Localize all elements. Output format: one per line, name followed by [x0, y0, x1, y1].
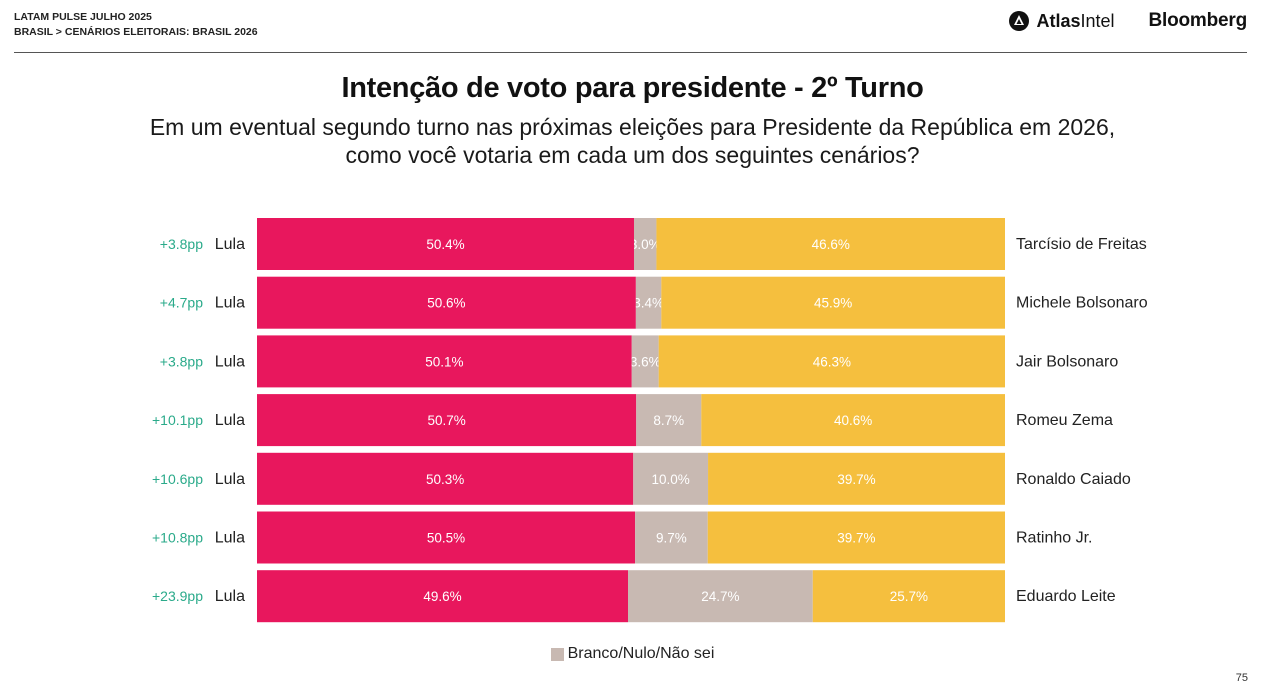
bar-segment-lula — [257, 218, 634, 270]
bar-segment-lula — [257, 452, 634, 505]
data-label-lula: 50.6% — [427, 296, 465, 311]
left-candidate-label: Lula — [215, 353, 245, 370]
atlasintel-logo: AtlasIntel — [1008, 10, 1115, 32]
opponent-label: Michele Bolsonaro — [1016, 295, 1148, 312]
data-label-opponent: 39.7% — [837, 531, 875, 546]
data-label-undecided: 24.7% — [701, 589, 739, 604]
bar-segment-undecided — [633, 452, 709, 505]
report-name: LATAM PULSE JULHO 2025 — [14, 11, 152, 23]
bar-segment-undecided — [633, 218, 657, 270]
bloomberg-logo: Bloomberg — [1148, 10, 1248, 31]
data-label-undecided: 3.6% — [630, 354, 661, 369]
left-candidate-label: Lula — [215, 530, 245, 547]
atlasintel-icon — [1009, 11, 1030, 31]
data-label-undecided: 3.0% — [630, 237, 661, 252]
subtitle-line-1: Em um eventual segundo turno nas próxima… — [149, 114, 1116, 140]
data-label-lula: 50.4% — [426, 237, 464, 252]
left-candidate-label: Lula — [215, 295, 245, 312]
opponent-label: Tarcísio de Freitas — [1016, 236, 1147, 253]
atlas-wordmark-light: Intel — [1080, 10, 1115, 31]
data-label-opponent: 25.7% — [890, 589, 928, 604]
bar-segment-undecided — [631, 335, 659, 388]
difference-label: +10.1pp — [152, 412, 203, 428]
bar-segment-opponent — [661, 276, 1005, 329]
difference-label: +10.8pp — [152, 530, 203, 546]
left-candidate-label: Lula — [215, 471, 245, 488]
difference-label: +3.8pp — [160, 353, 203, 369]
data-label-opponent: 46.3% — [813, 354, 851, 369]
opponent-label: Romeu Zema — [1016, 412, 1113, 429]
opponent-label: Jair Bolsonaro — [1016, 353, 1118, 370]
bar-segment-lula — [257, 335, 632, 388]
bar-segment-undecided — [636, 394, 702, 447]
data-label-undecided: 10.0% — [652, 472, 690, 487]
left-candidate-label: Lula — [215, 588, 245, 605]
data-label-opponent: 45.9% — [814, 296, 852, 311]
bar-segment-lula — [257, 394, 637, 447]
legend-swatch-undecided — [550, 647, 564, 661]
header-divider — [14, 52, 1247, 53]
report-header: LATAM PULSE JULHO 2025 BRASIL > CENÁRIOS… — [14, 10, 258, 40]
data-label-lula: 50.3% — [426, 472, 464, 487]
data-label-opponent: 40.6% — [834, 413, 872, 428]
difference-label: +3.8pp — [160, 236, 203, 252]
stacked-bar-chart: 50.4% 3.0% 46.6% Lula +3.8pp Tarcísio de Frei… — [152, 218, 1148, 623]
chart-subtitle: Em um eventual segundo turno nas próxima… — [20, 113, 1245, 169]
opponent-label: Eduardo Leite — [1016, 588, 1116, 605]
bar-segment-opponent — [658, 335, 1005, 388]
data-label-lula: 50.7% — [427, 413, 465, 428]
bar-segment-undecided — [635, 276, 662, 329]
bar-segment-opponent — [656, 218, 1005, 270]
bar-segment-opponent — [708, 452, 1005, 505]
chart-title: Intenção de voto para presidente - 2º Tu… — [341, 72, 924, 104]
bar-segment-opponent — [707, 511, 1005, 564]
bar-segment-lula — [257, 276, 636, 329]
brand-logos: AtlasIntel Bloomberg — [1008, 10, 1247, 32]
legend: Branco/Nulo/Não sei — [0, 645, 1265, 663]
bar-segment-opponent — [701, 394, 1005, 447]
bar-segment-undecided — [635, 511, 708, 564]
data-label-lula: 49.6% — [423, 589, 461, 604]
subtitle-line-2: como você votaria em cada um dos seguint… — [345, 142, 920, 168]
data-label-lula: 50.5% — [427, 531, 465, 546]
left-candidate-label: Lula — [215, 236, 245, 253]
breadcrumb: BRASIL > CENÁRIOS ELEITORAIS: BRASIL 202… — [14, 26, 258, 38]
bar-segment-undecided — [628, 570, 813, 623]
legend-label-undecided: Branco/Nulo/Não sei — [567, 645, 715, 662]
data-label-undecided: 8.7% — [653, 413, 684, 428]
bar-segment-lula — [257, 570, 629, 623]
difference-label: +23.9pp — [152, 588, 203, 604]
bar-segment-lula — [257, 511, 636, 564]
data-label-undecided: 9.7% — [656, 531, 687, 546]
opponent-label: Ratinho Jr. — [1016, 530, 1092, 547]
left-candidate-label: Lula — [215, 412, 245, 429]
difference-label: +4.7pp — [160, 295, 203, 311]
atlas-wordmark-bold: Atlas — [1036, 10, 1081, 31]
data-label-opponent: 46.6% — [812, 237, 850, 252]
difference-label: +10.6pp — [152, 471, 203, 487]
data-label-undecided: 3.4% — [633, 296, 664, 311]
page-number: 75 — [1235, 672, 1248, 684]
bar-segment-opponent — [812, 570, 1005, 623]
opponent-label: Ronaldo Caiado — [1016, 471, 1131, 488]
data-label-lula: 50.1% — [425, 354, 463, 369]
data-label-opponent: 39.7% — [837, 472, 875, 487]
